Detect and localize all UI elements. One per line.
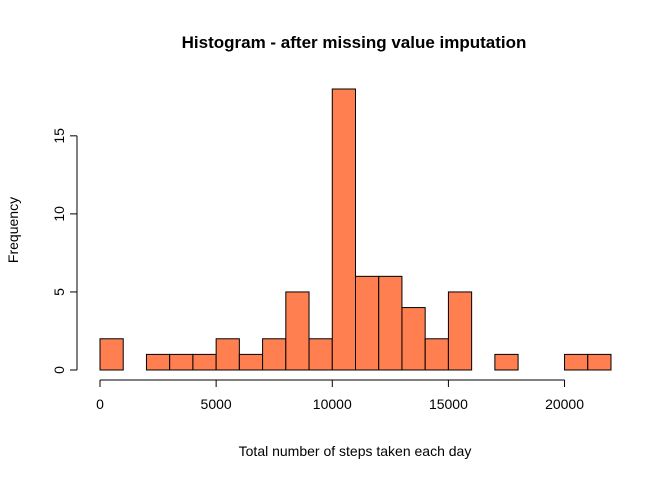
x-tick-label: 20000 <box>545 396 584 412</box>
x-axis: 0 5000 10000 15000 20000 <box>96 379 584 412</box>
histogram-bar <box>587 353 612 371</box>
histogram-bar <box>215 338 240 371</box>
histogram-bar <box>424 338 449 371</box>
chart-title: Histogram - after missing value imputati… <box>182 33 527 52</box>
y-tick-label: 15 <box>51 128 67 144</box>
histogram-bar <box>99 338 124 371</box>
y-tick-label: 10 <box>51 206 67 222</box>
y-axis-label: Frequency <box>5 197 21 263</box>
x-tick-label: 10000 <box>313 396 352 412</box>
y-axis: 0 5 10 15 <box>51 128 78 374</box>
histogram-bar <box>355 275 380 371</box>
histogram-bar <box>401 307 426 371</box>
y-tick-label: 0 <box>51 366 67 374</box>
histogram-bar <box>564 353 589 371</box>
x-tick-label: 0 <box>96 396 104 412</box>
histogram-bar <box>308 338 333 371</box>
histogram-bar <box>447 291 473 371</box>
x-tick-label: 5000 <box>201 396 232 412</box>
histogram-bar <box>262 338 287 371</box>
histogram-bar <box>494 353 519 371</box>
histogram-bar <box>192 353 217 371</box>
x-tick-label: 15000 <box>429 396 468 412</box>
histogram-bar <box>145 353 171 371</box>
histogram-bar <box>169 353 194 371</box>
histogram-bar <box>331 88 357 371</box>
bars-group <box>99 88 612 371</box>
x-axis-label: Total number of steps taken each day <box>239 443 472 459</box>
histogram-bar <box>238 353 264 371</box>
histogram-bar <box>285 291 310 371</box>
histogram-bar <box>378 275 403 371</box>
y-tick-label: 5 <box>51 288 67 296</box>
